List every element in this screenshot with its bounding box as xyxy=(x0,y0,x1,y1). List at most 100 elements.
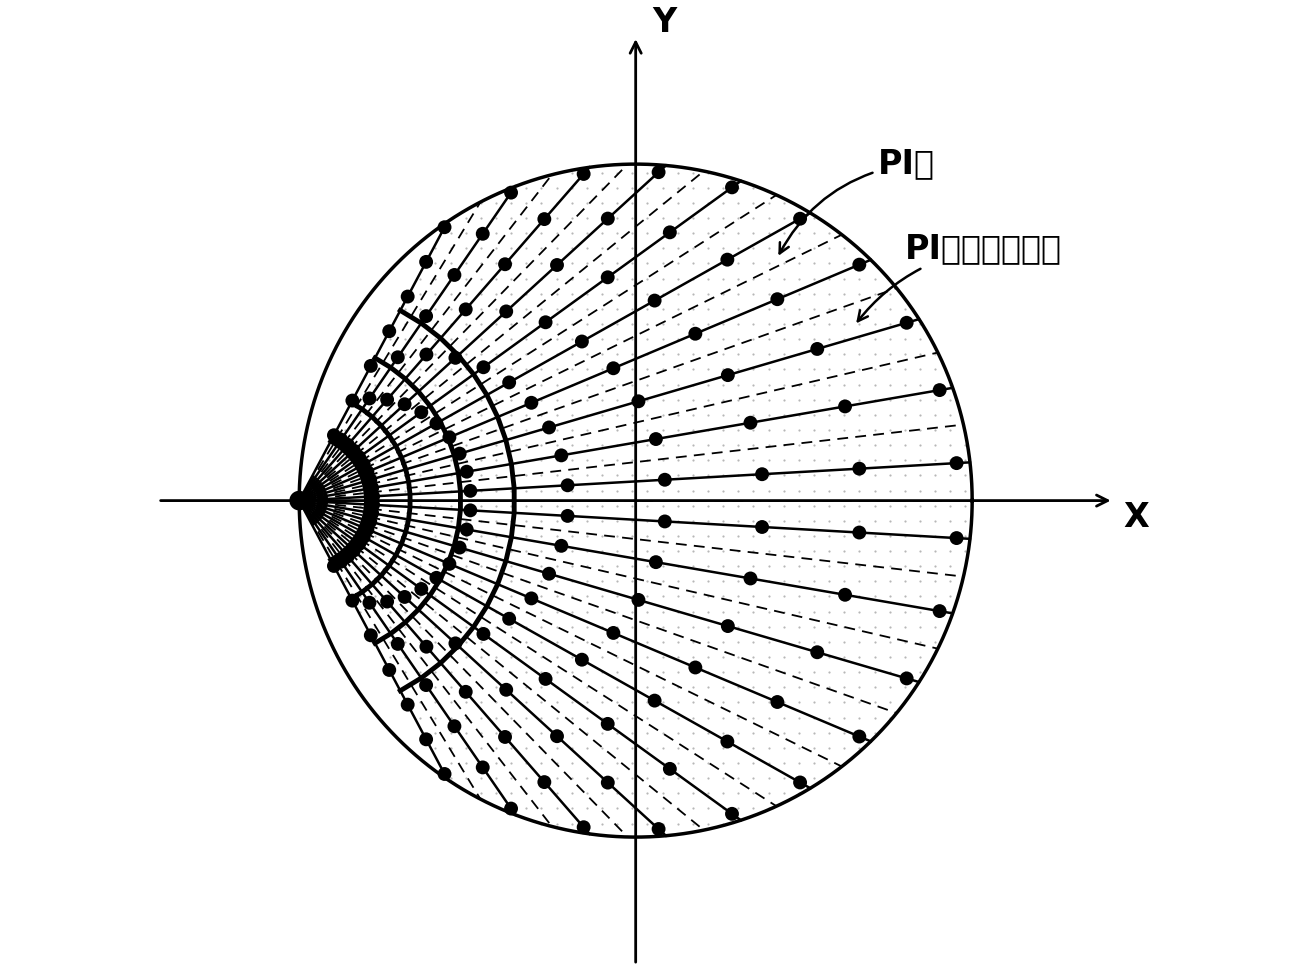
Point xyxy=(758,725,779,741)
Point xyxy=(364,604,385,620)
Point xyxy=(561,725,582,741)
Point xyxy=(440,528,461,543)
Point xyxy=(774,755,795,771)
Point xyxy=(607,164,628,180)
Point xyxy=(743,634,763,650)
Point xyxy=(515,180,536,195)
Point xyxy=(758,694,779,710)
Point xyxy=(683,407,703,423)
Point xyxy=(577,755,598,771)
Point xyxy=(713,468,733,484)
Point xyxy=(788,694,809,710)
Point xyxy=(577,559,598,574)
Point xyxy=(598,775,619,790)
Point xyxy=(304,468,325,484)
Point xyxy=(774,785,795,801)
Point xyxy=(455,377,476,393)
Point xyxy=(667,498,688,513)
Point xyxy=(394,453,415,468)
Point xyxy=(637,332,658,347)
Point xyxy=(683,816,703,832)
Point xyxy=(501,589,522,604)
Point xyxy=(531,286,552,302)
Point xyxy=(894,649,915,664)
Point xyxy=(652,437,673,453)
Point xyxy=(698,740,719,755)
Point xyxy=(501,559,522,574)
Point xyxy=(425,740,446,755)
Point xyxy=(577,423,598,438)
Point xyxy=(667,316,688,332)
Point xyxy=(501,649,522,664)
Point xyxy=(501,755,522,771)
Point xyxy=(788,210,809,225)
Point xyxy=(652,498,673,513)
Point xyxy=(577,437,598,453)
Point xyxy=(652,680,673,695)
Point xyxy=(804,286,825,302)
Point xyxy=(547,755,568,771)
Point xyxy=(531,771,552,786)
Point xyxy=(864,316,885,332)
Point xyxy=(774,241,795,256)
Point xyxy=(394,634,415,650)
Point xyxy=(683,271,703,286)
Point xyxy=(380,377,401,393)
Point xyxy=(547,619,568,634)
Point xyxy=(318,483,339,498)
Point xyxy=(577,301,598,316)
Point xyxy=(485,195,506,211)
Point xyxy=(577,316,598,332)
Point xyxy=(577,694,598,710)
Point xyxy=(804,407,825,423)
Point xyxy=(940,543,960,559)
Point xyxy=(698,498,719,513)
Point xyxy=(728,407,749,423)
Point xyxy=(440,740,461,755)
Point xyxy=(683,453,703,468)
Point xyxy=(561,180,582,195)
Point xyxy=(925,498,946,513)
Point xyxy=(752,466,773,482)
Point xyxy=(743,649,763,664)
Point xyxy=(637,210,658,225)
Point xyxy=(622,241,643,256)
Point xyxy=(728,528,749,543)
Point xyxy=(652,725,673,741)
Point xyxy=(728,619,749,634)
Point xyxy=(818,559,839,574)
Point xyxy=(577,180,598,195)
Point xyxy=(850,301,870,316)
Point xyxy=(577,498,598,513)
Point xyxy=(380,559,401,574)
Point xyxy=(728,377,749,393)
Point xyxy=(788,604,809,620)
Point xyxy=(547,740,568,755)
Point xyxy=(743,619,763,634)
Point xyxy=(818,255,839,271)
Point xyxy=(501,785,522,801)
Point xyxy=(591,664,612,680)
Point xyxy=(607,316,628,332)
Point xyxy=(864,407,885,423)
Point xyxy=(728,771,749,786)
Point xyxy=(495,729,515,745)
Point xyxy=(591,271,612,286)
Point xyxy=(359,391,380,406)
Point xyxy=(788,573,809,589)
Point xyxy=(752,519,773,535)
Point xyxy=(910,513,930,529)
Point xyxy=(667,771,688,786)
Point xyxy=(713,543,733,559)
Point xyxy=(485,513,506,529)
Point xyxy=(683,528,703,543)
Point xyxy=(758,271,779,286)
Point xyxy=(652,286,673,302)
Point xyxy=(561,573,582,589)
Point xyxy=(743,694,763,710)
Point xyxy=(758,801,779,816)
Point xyxy=(713,649,733,664)
Point xyxy=(591,771,612,786)
Point xyxy=(551,538,572,553)
Point xyxy=(698,377,719,393)
